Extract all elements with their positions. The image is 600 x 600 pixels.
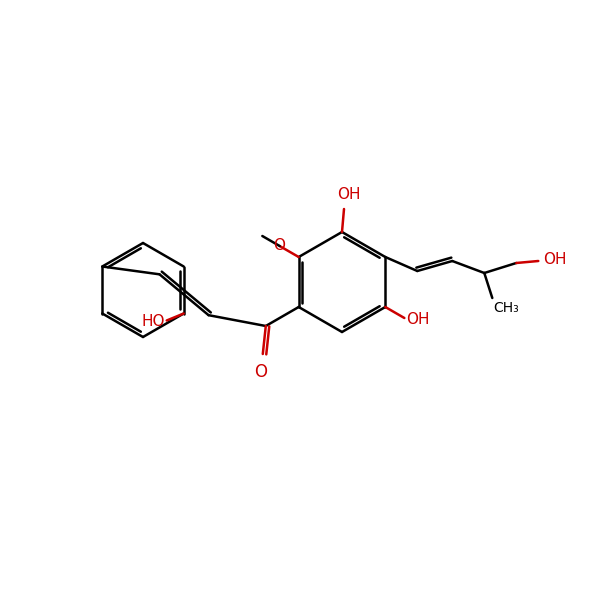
Text: OH: OH — [544, 251, 567, 266]
Text: O: O — [254, 363, 267, 381]
Text: CH₃: CH₃ — [493, 301, 519, 315]
Text: OH: OH — [337, 187, 361, 202]
Text: HO: HO — [141, 314, 165, 329]
Text: O: O — [272, 238, 284, 253]
Text: OH: OH — [406, 311, 430, 326]
